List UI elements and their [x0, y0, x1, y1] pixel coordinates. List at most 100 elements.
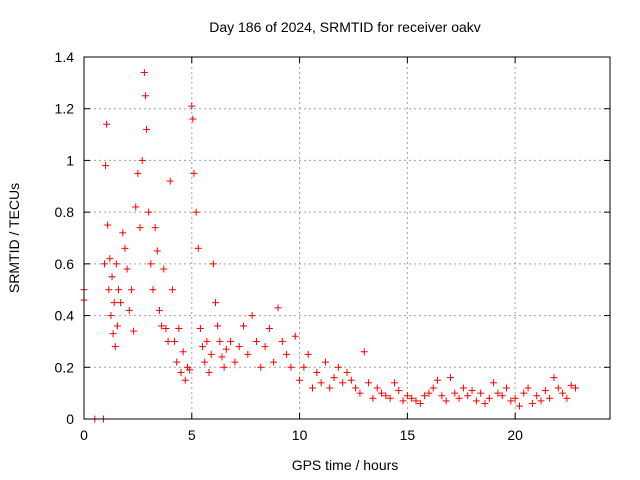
data-points [80, 69, 580, 423]
y-axis-title: SRMTID / TECUs [6, 183, 22, 293]
data-point [121, 244, 129, 252]
data-point [196, 325, 204, 332]
data-point [168, 286, 176, 294]
x-tick-label: 20 [507, 427, 523, 443]
data-point [114, 286, 122, 294]
data-point [434, 376, 442, 384]
data-point [231, 358, 239, 366]
data-point [546, 394, 554, 402]
data-point [365, 379, 373, 387]
data-point [377, 389, 385, 397]
data-point [296, 376, 304, 384]
data-point [244, 350, 252, 358]
data-point [106, 255, 114, 263]
data-point [110, 299, 118, 307]
data-point [179, 348, 187, 356]
data-point [123, 265, 131, 273]
data-point [425, 389, 433, 397]
data-point [356, 389, 364, 397]
data-point [227, 337, 235, 345]
data-point [111, 343, 119, 351]
y-tick-label: 0.4 [55, 308, 75, 324]
data-point [257, 363, 265, 371]
data-point [403, 392, 411, 400]
data-point [477, 389, 485, 397]
data-point [412, 397, 420, 405]
data-point [136, 224, 144, 232]
axis-ticks: 0 0.2 0.4 0.6 0.8 1 1.2 1.4 0 5 10 15 20 [55, 49, 610, 443]
data-point [107, 312, 115, 320]
data-point [149, 286, 157, 294]
data-point [108, 273, 116, 281]
data-point [481, 399, 489, 407]
chart-title: Day 186 of 2024, SRMTID for receiver oak… [209, 19, 481, 35]
y-tick-label: 1.2 [55, 101, 75, 117]
data-point [459, 384, 467, 392]
data-point [147, 260, 155, 268]
data-point [498, 392, 506, 400]
data-point [326, 384, 334, 392]
data-point [429, 384, 437, 392]
data-point [490, 379, 498, 387]
data-point [207, 350, 215, 358]
data-point [145, 208, 153, 216]
data-point [112, 260, 120, 268]
data-point [468, 387, 476, 395]
data-point [373, 384, 381, 392]
x-tick-label: 0 [80, 427, 88, 443]
data-point [567, 381, 575, 389]
data-point [537, 397, 545, 405]
data-point [113, 322, 121, 330]
data-point [199, 343, 207, 351]
data-point [464, 392, 472, 400]
data-point [334, 363, 342, 371]
data-point [451, 389, 459, 397]
data-point [105, 286, 113, 294]
data-point [100, 260, 108, 268]
y-tick-label: 0.6 [55, 256, 75, 272]
data-point [554, 384, 562, 392]
data-point [520, 389, 528, 397]
data-point [455, 394, 463, 402]
data-point [278, 337, 286, 345]
data-point [343, 368, 351, 376]
y-tick-label: 0.2 [55, 359, 75, 375]
data-point [541, 387, 549, 395]
data-point [360, 348, 368, 356]
data-point [201, 358, 209, 366]
data-point [270, 358, 278, 366]
data-point [181, 376, 189, 384]
data-point [143, 125, 151, 133]
data-point [287, 363, 295, 371]
data-point [511, 394, 519, 402]
data-point [175, 325, 183, 332]
data-point [153, 247, 161, 255]
data-point [572, 384, 580, 392]
data-point [265, 325, 273, 332]
data-point [186, 366, 194, 374]
data-point [214, 322, 222, 330]
data-point [408, 394, 416, 402]
plot-frame [83, 56, 611, 420]
data-point [132, 203, 140, 211]
data-point [104, 221, 112, 229]
data-point [472, 397, 480, 405]
data-point [438, 392, 446, 400]
y-tick-label: 1.4 [55, 49, 75, 65]
data-point [151, 224, 159, 232]
data-point [125, 306, 133, 314]
data-point [559, 389, 567, 397]
data-point [138, 156, 146, 164]
data-point [503, 384, 511, 392]
data-point [347, 376, 355, 384]
data-point [171, 337, 179, 345]
data-point [155, 306, 163, 314]
data-point [304, 350, 312, 358]
data-point [524, 384, 532, 392]
data-point [291, 332, 299, 340]
data-point [352, 384, 360, 392]
data-point [563, 394, 571, 402]
data-point [166, 177, 174, 185]
data-point [386, 394, 394, 402]
